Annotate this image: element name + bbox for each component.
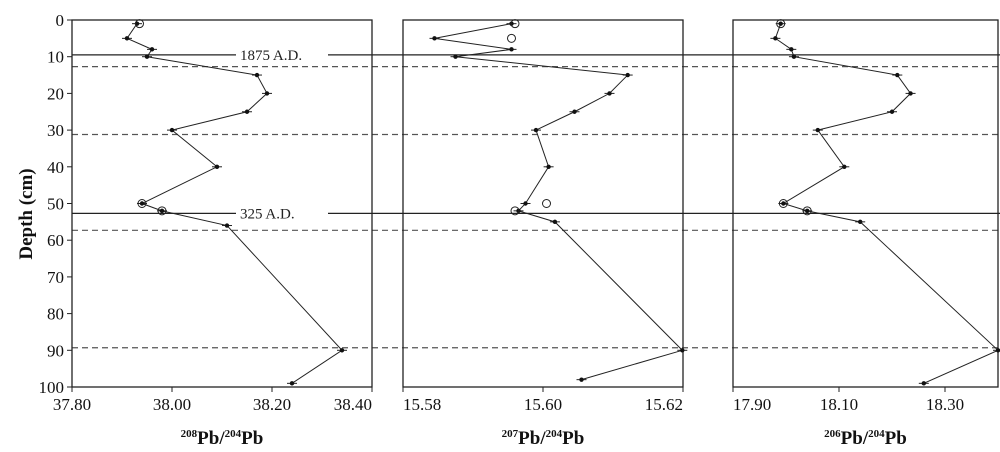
data-point-1-7 bbox=[533, 127, 539, 133]
reference-label-bg-0 bbox=[236, 44, 328, 63]
open-point-1-1 bbox=[507, 33, 516, 43]
data-point-1-11 bbox=[552, 219, 558, 225]
data-point-2-2 bbox=[789, 47, 794, 52]
data-point-2-6 bbox=[889, 109, 895, 114]
data-point-1-3 bbox=[453, 54, 458, 59]
data-point-0-9 bbox=[139, 201, 145, 206]
open-point-2-0 bbox=[776, 19, 786, 29]
x-tick-label-0-0: 37.80 bbox=[53, 395, 91, 414]
y-tick-label-6: 60 bbox=[47, 231, 64, 250]
data-point-0-8 bbox=[214, 164, 220, 169]
panel-frame-2 bbox=[732, 19, 999, 388]
x-axis-label-part-0-xlabel_b1: Pb/ bbox=[197, 428, 225, 449]
data-point-1-8 bbox=[546, 164, 551, 169]
y-tick-label-9: 90 bbox=[47, 341, 64, 360]
data-point-1-5 bbox=[607, 91, 612, 96]
open-point-1-3 bbox=[510, 206, 520, 216]
open-point-0-0 bbox=[135, 19, 144, 29]
x-axis-label-part-2-xlabel_sup2: 204 bbox=[868, 428, 885, 440]
y-tick-label-4: 40 bbox=[47, 158, 64, 177]
x-tick-label-0-3: 38.40 bbox=[334, 395, 372, 414]
x-tick-label-1-2: 15.62 bbox=[645, 395, 683, 414]
data-point-0-3 bbox=[144, 54, 150, 59]
data-point-1-6 bbox=[572, 109, 577, 114]
x-axis-label-0: 208Pb/204Pb bbox=[181, 428, 264, 449]
x-tick-label-2-0: 17.90 bbox=[733, 395, 771, 414]
x-axis-label-part-2-xlabel_b1: Pb/ bbox=[841, 428, 869, 449]
data-point-1-4 bbox=[625, 72, 630, 78]
reference-label-bg-3 bbox=[236, 203, 328, 222]
x-axis-label-part-0-xlabel_sup2: 204 bbox=[225, 428, 242, 440]
data-point-0-11 bbox=[224, 223, 230, 228]
data-point-0-10 bbox=[159, 208, 165, 214]
data-point-0-6 bbox=[244, 109, 250, 114]
data-point-2-13 bbox=[921, 381, 926, 386]
x-axis-label-2: 206Pb/204Pb bbox=[824, 428, 907, 449]
data-point-2-9 bbox=[781, 201, 786, 206]
data-point-2-0 bbox=[778, 21, 783, 26]
data-point-2-10 bbox=[805, 208, 810, 214]
x-axis-label-part-2-xlabel_sup1: 206 bbox=[824, 428, 841, 440]
open-point-2-2 bbox=[802, 206, 812, 216]
data-point-0-2 bbox=[149, 47, 155, 52]
data-point-2-4 bbox=[895, 72, 900, 78]
x-tick-label-0-2: 38.20 bbox=[253, 395, 291, 414]
y-tick-label-0: 0 bbox=[56, 11, 65, 30]
data-point-2-8 bbox=[842, 164, 847, 169]
data-point-2-1 bbox=[773, 36, 778, 41]
reference-label-0: 1875 A.D. bbox=[240, 48, 302, 64]
y-tick-label-10: 100 bbox=[39, 378, 65, 397]
data-point-2-5 bbox=[908, 91, 913, 96]
x-tick-label-2-2: 18.30 bbox=[926, 395, 964, 414]
y-tick-label-8: 80 bbox=[47, 305, 64, 324]
x-tick-label-2-1: 18.10 bbox=[820, 395, 858, 414]
data-point-1-13 bbox=[579, 377, 584, 382]
data-point-2-7 bbox=[815, 127, 820, 133]
data-point-0-12 bbox=[339, 348, 345, 353]
data-point-0-7 bbox=[169, 127, 175, 133]
data-point-0-1 bbox=[124, 36, 130, 41]
x-axis-label-part-1-xlabel_sup2: 204 bbox=[546, 428, 563, 440]
data-point-1-1 bbox=[432, 36, 437, 41]
open-point-2-1 bbox=[778, 199, 788, 208]
x-axis-label-1: 207Pb/204Pb bbox=[502, 428, 585, 449]
data-point-1-12 bbox=[680, 348, 685, 353]
x-axis-label-part-0-xlabel_sup1: 208 bbox=[181, 428, 198, 440]
reference-label-3: 325 A.D. bbox=[240, 206, 295, 222]
x-tick-label-1-0: 15.58 bbox=[403, 395, 441, 414]
data-point-0-13 bbox=[289, 381, 295, 386]
data-point-0-5 bbox=[264, 91, 270, 96]
x-axis-label-part-0-xlabel_b2: Pb bbox=[241, 428, 263, 449]
open-point-0-2 bbox=[157, 206, 167, 216]
x-tick-label-0-1: 38.00 bbox=[153, 395, 191, 414]
y-tick-label-3: 30 bbox=[47, 121, 64, 140]
x-tick-label-1-1: 15.60 bbox=[524, 395, 562, 414]
panel-frame-0 bbox=[71, 19, 373, 388]
open-point-1-2 bbox=[542, 199, 551, 208]
x-axis-label-part-1-xlabel_b1: Pb/ bbox=[518, 428, 546, 449]
data-point-2-11 bbox=[858, 219, 863, 225]
series-line-1-0 bbox=[434, 23, 684, 381]
y-tick-label-1: 10 bbox=[47, 48, 64, 67]
data-point-1-9 bbox=[523, 201, 528, 206]
data-point-0-4 bbox=[254, 72, 260, 78]
y-tick-label-5: 50 bbox=[47, 195, 64, 214]
y-tick-label-2: 20 bbox=[47, 84, 64, 103]
series-line-2-0 bbox=[774, 23, 999, 384]
y-axis-label: Depth (cm) bbox=[16, 168, 37, 259]
open-point-1-0 bbox=[510, 19, 520, 29]
y-tick-label-7: 70 bbox=[47, 268, 64, 287]
x-axis-label-part-2-xlabel_b2: Pb bbox=[885, 428, 907, 449]
x-axis-label-part-1-xlabel_b2: Pb bbox=[562, 428, 584, 449]
x-axis-label-part-1-xlabel_sup1: 207 bbox=[502, 428, 519, 440]
open-point-0-1 bbox=[137, 199, 147, 208]
data-point-2-12 bbox=[995, 348, 1000, 353]
data-point-1-2 bbox=[509, 47, 514, 52]
data-point-2-3 bbox=[791, 54, 797, 59]
